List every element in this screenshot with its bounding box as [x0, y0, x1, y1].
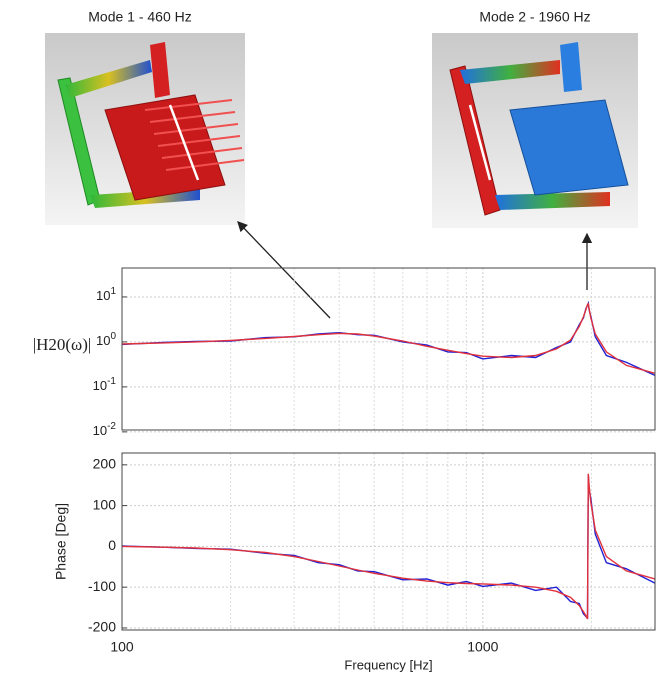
- series-line: [122, 473, 655, 620]
- y-tick-label: 100: [96, 331, 116, 349]
- y-tick-label: 10-1: [93, 376, 117, 394]
- arrow: [237, 221, 331, 319]
- y-tick-label: 200: [93, 456, 117, 472]
- mode1-image: [45, 33, 245, 225]
- series-line: [122, 302, 655, 374]
- plot-frame: [121, 267, 656, 431]
- tick-exp: -1: [107, 376, 116, 387]
- tick-exp: 1: [110, 286, 116, 297]
- image-title: Mode 2 - 1960 Hz: [479, 9, 590, 25]
- series-line: [122, 300, 655, 377]
- y-tick-label: -100: [88, 578, 116, 594]
- mode2-image: [432, 33, 638, 228]
- tick-base: 10: [93, 423, 107, 438]
- x-tick-label: 1000: [467, 639, 498, 655]
- x-axis-label: Frequency [Hz]: [344, 657, 432, 672]
- tick-base: 10: [96, 333, 110, 348]
- y-tick-label: 0: [108, 537, 116, 553]
- plot-frame: [121, 452, 656, 631]
- tick-exp: 0: [110, 331, 116, 342]
- y-tick-label: 10-2: [93, 421, 117, 439]
- tick-base: 10: [93, 378, 107, 393]
- x-tick-label: 100: [110, 639, 134, 655]
- tick-base: 10: [96, 288, 110, 303]
- tick-exp: -2: [107, 421, 116, 432]
- y-tick-label: 101: [96, 286, 116, 304]
- image-title: Mode 1 - 460 Hz: [88, 9, 192, 25]
- y-tick-label: 100: [93, 496, 117, 512]
- y-axis-label: Phase [Deg]: [53, 503, 69, 580]
- y-axis-label: |H20(ω)|: [33, 335, 92, 354]
- y-tick-label: -200: [88, 619, 116, 635]
